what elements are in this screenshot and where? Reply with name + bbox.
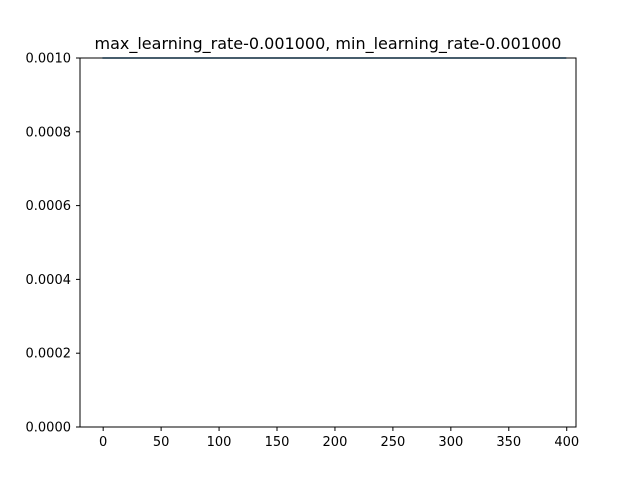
x-tick-label: 250 [380,435,405,450]
x-tick-label: 0 [99,435,107,450]
y-tick-label: 0.0004 [26,273,72,288]
y-tick-label: 0.0006 [26,199,72,214]
y-tick-label: 0.0002 [26,347,72,362]
y-tick-label: 0.0010 [26,52,72,67]
x-tick-label: 50 [153,435,170,450]
y-tick-label: 0.0000 [26,421,72,436]
x-tick-label: 400 [554,435,579,450]
x-tick-label: 300 [438,435,463,450]
x-tick-label: 200 [323,435,348,450]
y-axis: 0.0000 0.0002 0.0004 0.0006 0.0008 0.0010 [26,52,80,436]
plot-area [79,57,577,428]
plot-frame [79,57,577,428]
x-tick-label: 150 [265,435,290,450]
x-tick-label: 100 [207,435,232,450]
x-axis: 0 50 100 150 200 250 300 350 400 [99,427,579,450]
y-tick-label: 0.0008 [26,125,72,140]
x-tick-label: 350 [496,435,521,450]
chart-title: max_learning_rate-0.001000, min_learning… [95,34,562,54]
